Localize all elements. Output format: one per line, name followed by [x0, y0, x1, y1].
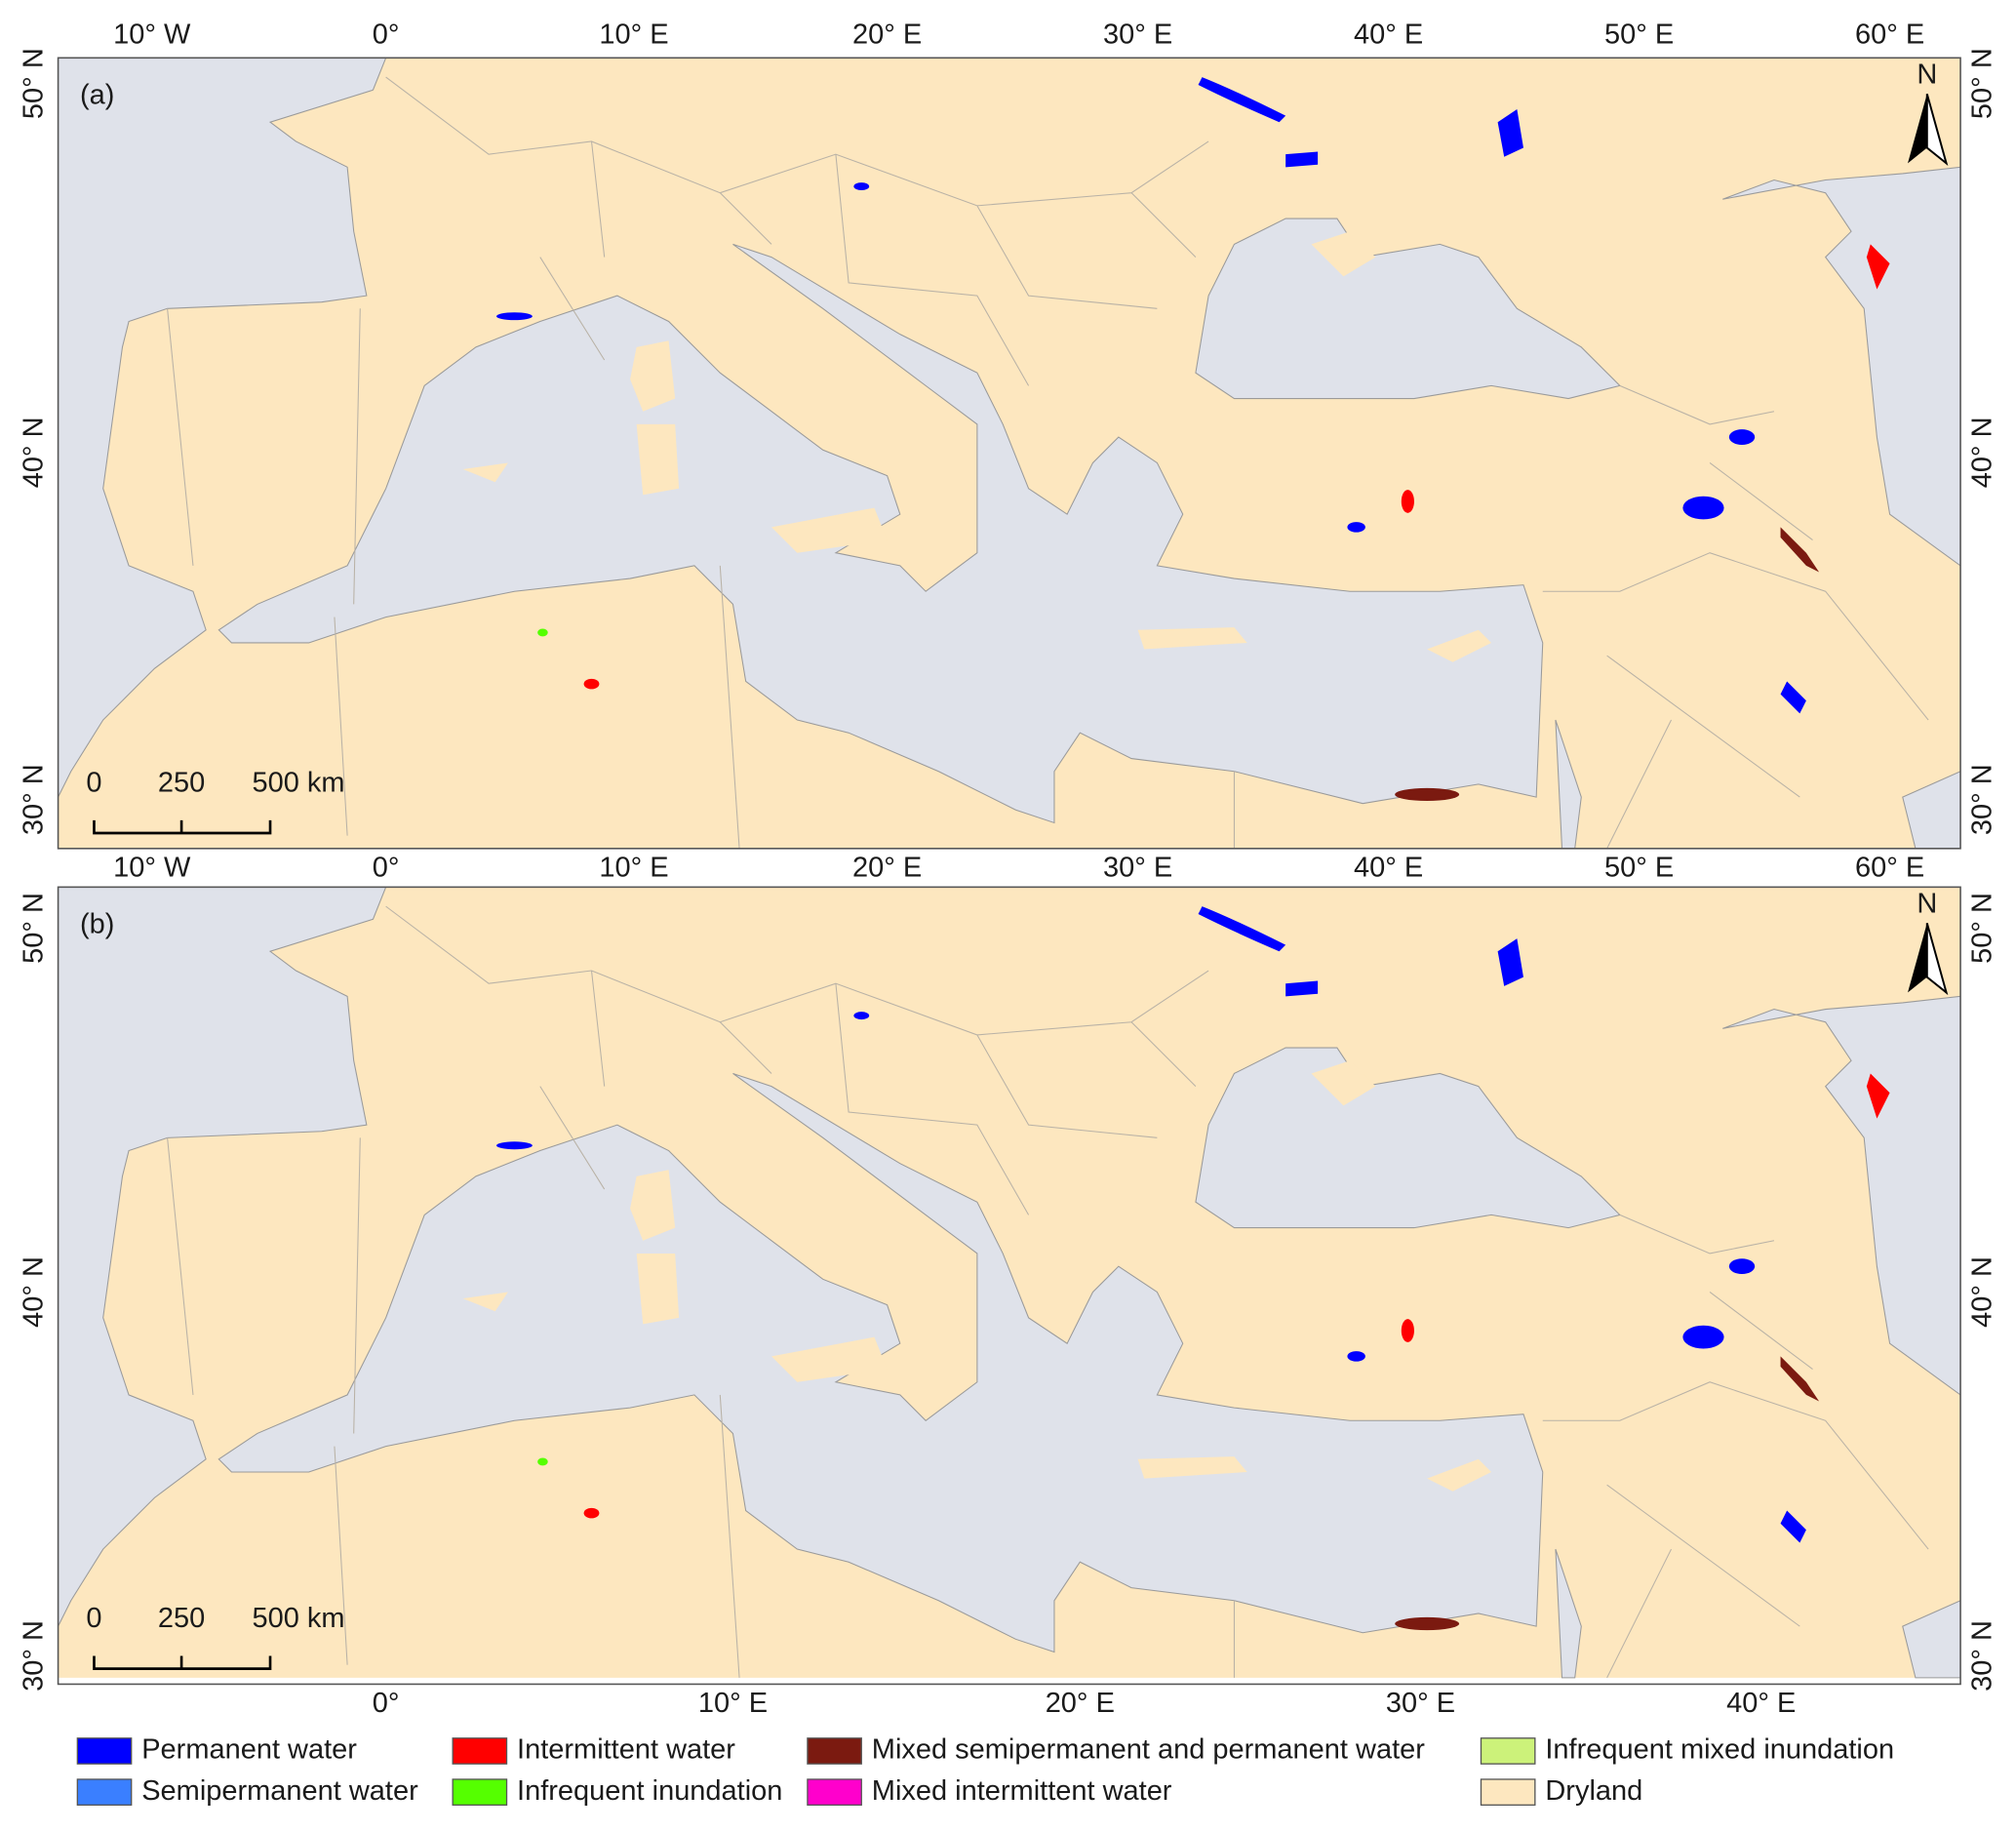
legend-swatch	[1480, 1737, 1536, 1765]
lon-label: 40° E	[1726, 1688, 1796, 1719]
legend-label: Permanent water	[141, 1734, 357, 1766]
legend-label: Dryland	[1545, 1775, 1642, 1807]
map-frame	[57, 57, 1961, 850]
lon-label: 20° E	[852, 853, 922, 884]
lat-label: 50° N	[19, 893, 50, 964]
lon-label: 10° W	[113, 20, 191, 51]
lon-label: 10° W	[113, 853, 191, 884]
north-label: N	[1917, 888, 1937, 919]
north-arrow	[1925, 93, 1949, 167]
scale-label: 0	[86, 768, 101, 799]
legend-label: Mixed intermittent water	[872, 1775, 1172, 1807]
lon-label: 40° E	[1354, 853, 1423, 884]
legend-swatch	[452, 1737, 508, 1765]
legend-swatch	[807, 1737, 862, 1765]
lon-label: 40° E	[1354, 20, 1423, 51]
lon-label: 30° E	[1386, 1688, 1455, 1719]
scale-label: 500 km	[252, 768, 344, 799]
lat-label: 40° N	[1966, 1256, 1997, 1328]
legend-label: Semipermanent water	[141, 1775, 418, 1807]
lon-label: 50° E	[1604, 853, 1674, 884]
legend-swatch	[452, 1778, 508, 1806]
lat-label: 30° N	[1966, 1620, 1997, 1692]
lon-label: 20° E	[852, 20, 922, 51]
north-label: N	[1917, 59, 1937, 90]
lat-label: 30° N	[19, 1620, 50, 1692]
lon-label: 60° E	[1855, 853, 1924, 884]
lat-label: 50° N	[19, 48, 50, 119]
legend-label: Infrequent mixed inundation	[1545, 1734, 1894, 1766]
legend-swatch	[1480, 1778, 1536, 1806]
lon-label: 10° E	[599, 853, 668, 884]
legend-label: Infrequent inundation	[517, 1775, 782, 1807]
lon-label: 0°	[373, 20, 400, 51]
scale-label: 0	[86, 1603, 101, 1634]
lat-label: 40° N	[1966, 417, 1997, 488]
lon-label: 0°	[373, 853, 400, 884]
lat-label: 50° N	[1966, 893, 1997, 964]
lon-label: 30° E	[1103, 20, 1172, 51]
lon-label: 10° E	[698, 1688, 768, 1719]
scale-bar	[93, 819, 272, 835]
legend-label: Intermittent water	[517, 1734, 735, 1766]
map-b	[58, 887, 1961, 1679]
legend-label: Mixed semipermanent and permanent water	[872, 1734, 1425, 1766]
map-a	[58, 58, 1961, 849]
lat-label: 50° N	[1966, 48, 1997, 119]
lon-label: 10° E	[599, 20, 668, 51]
lon-label: 30° E	[1103, 853, 1172, 884]
lat-label: 40° N	[19, 417, 50, 488]
scale-label: 500 km	[252, 1603, 344, 1634]
legend-swatch	[807, 1778, 862, 1806]
scale-bar	[93, 1655, 272, 1670]
map-frame	[57, 886, 1961, 1686]
lat-label: 30° N	[1966, 764, 1997, 835]
legend-swatch	[76, 1778, 133, 1806]
north-arrow	[1925, 922, 1949, 996]
lat-label: 40° N	[19, 1256, 50, 1328]
lon-label: 20° E	[1046, 1688, 1115, 1719]
lon-label: 50° E	[1604, 20, 1674, 51]
lat-label: 30° N	[19, 764, 50, 835]
legend-swatch	[76, 1737, 133, 1765]
annotations: (a) 10° W 0° 10° E 20° E 30° E 40° E 50° E 60° E…	[19, 20, 1998, 1807]
lon-label: 60° E	[1855, 20, 1924, 51]
scale-label: 250	[158, 768, 205, 799]
panel-label: (b)	[80, 909, 114, 940]
lon-label: 0°	[373, 1688, 400, 1719]
scale-label: 250	[158, 1603, 205, 1634]
panel-label: (a)	[80, 79, 114, 110]
